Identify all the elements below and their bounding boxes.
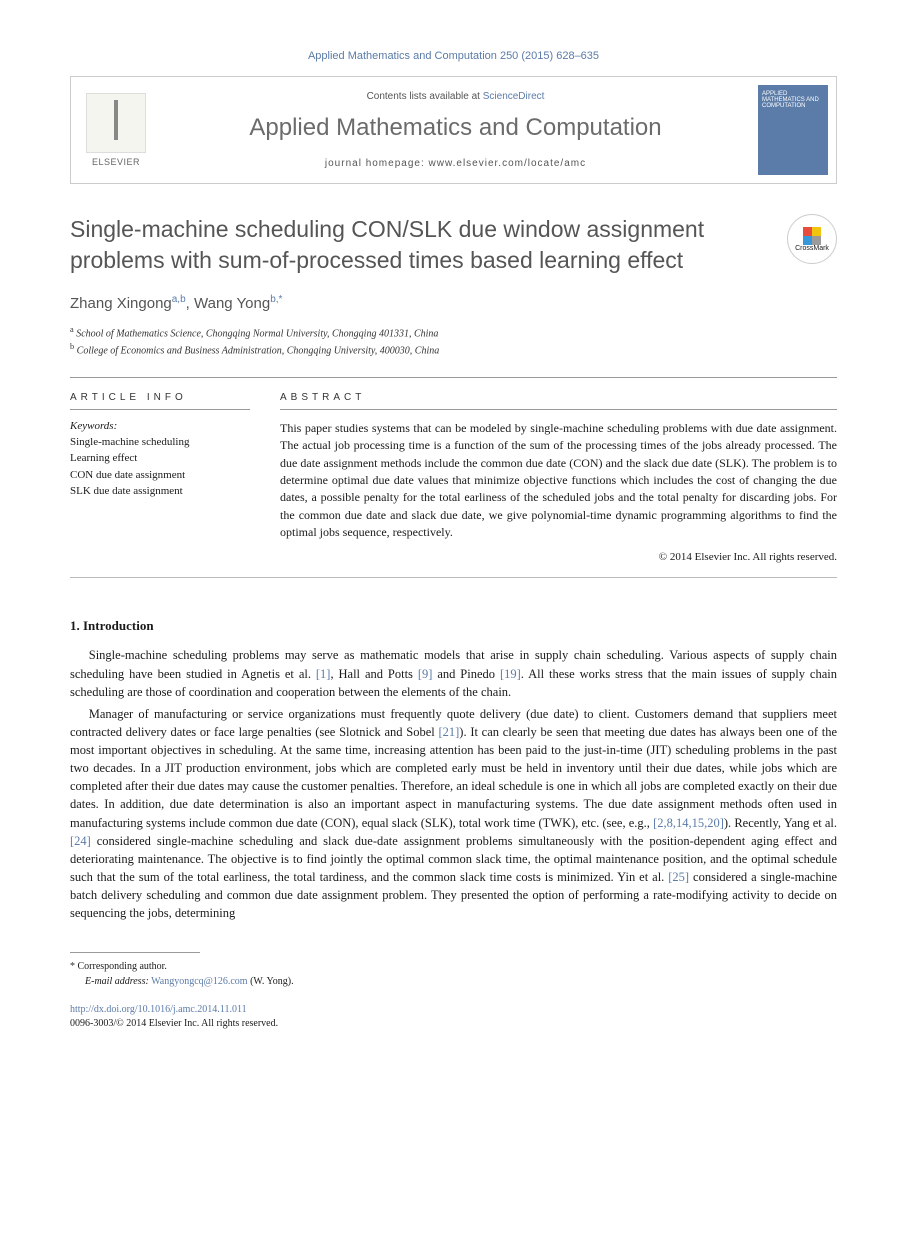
abstract-heading: ABSTRACT xyxy=(280,392,837,410)
email-link[interactable]: Wangyongcq@126.com xyxy=(151,976,247,987)
journal-header-center: Contents lists available at ScienceDirec… xyxy=(161,81,750,179)
journal-cover-thumbnail: APPLIED MATHEMATICS AND COMPUTATION xyxy=(758,85,828,175)
footer-doi-block: http://dx.doi.org/10.1016/j.amc.2014.11.… xyxy=(70,1003,837,1031)
p1-text-c: and Pinedo xyxy=(432,667,500,681)
keyword-item: Single-machine scheduling xyxy=(70,434,250,451)
issn-copyright: 0096-3003/© 2014 Elsevier Inc. All right… xyxy=(70,1018,278,1029)
p2-text-b: ). It can clearly be seen that meeting d… xyxy=(70,725,837,830)
keyword-item: Learning effect xyxy=(70,450,250,467)
article-info-heading: ARTICLE INFO xyxy=(70,392,250,410)
star-icon: * xyxy=(70,961,78,972)
ref-link-9[interactable]: [9] xyxy=(418,667,433,681)
crossmark-label: CrossMark xyxy=(795,245,829,252)
sciencedirect-link[interactable]: ScienceDirect xyxy=(483,91,545,102)
abstract-column: ABSTRACT This paper studies systems that… xyxy=(280,392,837,564)
journal-header-box: ELSEVIER Contents lists available at Sci… xyxy=(70,76,837,184)
cm-q3 xyxy=(803,236,812,245)
divider-bottom xyxy=(70,577,837,578)
divider-top xyxy=(70,377,837,378)
keywords-label: Keywords: xyxy=(70,420,250,432)
author-1-aff: a,b xyxy=(172,294,186,305)
footer-separator xyxy=(70,952,200,953)
ref-link-19[interactable]: [19] xyxy=(500,667,521,681)
corresponding-author-block: * Corresponding author. E-mail address: … xyxy=(70,959,837,989)
email-suffix: (W. Yong). xyxy=(248,976,294,987)
article-info-column: ARTICLE INFO Keywords: Single-machine sc… xyxy=(70,392,250,564)
journal-title: Applied Mathematics and Computation xyxy=(161,114,750,142)
corresponding-star: * xyxy=(279,294,283,305)
cm-q4 xyxy=(812,236,821,245)
intro-p1: Single-machine scheduling problems may s… xyxy=(70,646,837,700)
cm-q2 xyxy=(812,227,821,236)
journal-homepage: journal homepage: www.elsevier.com/locat… xyxy=(161,158,750,169)
publisher-name: ELSEVIER xyxy=(92,157,140,167)
affiliation-a: a School of Mathematics Science, Chongqi… xyxy=(70,324,837,341)
intro-body: Single-machine scheduling problems may s… xyxy=(70,646,837,922)
intro-heading: 1. Introduction xyxy=(70,618,837,634)
keyword-item: SLK due date assignment xyxy=(70,483,250,500)
corr-label: Corresponding author. xyxy=(78,961,167,972)
crossmark-icon xyxy=(803,227,821,245)
abstract-text: This paper studies systems that can be m… xyxy=(280,420,837,542)
header-citation: Applied Mathematics and Computation 250 … xyxy=(70,50,837,62)
keywords-list: Single-machine scheduling Learning effec… xyxy=(70,434,250,500)
doi-link[interactable]: http://dx.doi.org/10.1016/j.amc.2014.11.… xyxy=(70,1004,247,1015)
author-2-aff: b, xyxy=(270,294,278,305)
elsevier-tree-icon xyxy=(86,93,146,153)
affiliations: a School of Mathematics Science, Chongqi… xyxy=(70,324,837,359)
crossmark-badge[interactable]: CrossMark xyxy=(787,214,837,264)
ref-link-group[interactable]: [2,8,14,15,20] xyxy=(653,816,724,830)
ref-link-24[interactable]: [24] xyxy=(70,834,91,848)
ref-link-1[interactable]: [1] xyxy=(316,667,331,681)
intro-p2: Manager of manufacturing or service orga… xyxy=(70,705,837,923)
email-label: E-mail address: xyxy=(85,976,149,987)
article-title: Single-machine scheduling CON/SLK due wi… xyxy=(70,214,767,276)
author-sep: , xyxy=(186,295,194,312)
p1-text-b: , Hall and Potts xyxy=(330,667,417,681)
ref-link-25[interactable]: [25] xyxy=(668,870,689,884)
authors-line: Zhang Xingonga,b, Wang Yongb,* xyxy=(70,294,837,312)
abstract-copyright: © 2014 Elsevier Inc. All rights reserved… xyxy=(280,551,837,563)
contents-line: Contents lists available at ScienceDirec… xyxy=(161,91,750,102)
affiliation-b-text: College of Economics and Business Admini… xyxy=(77,346,440,357)
keyword-item: CON due date assignment xyxy=(70,467,250,484)
ref-link-21[interactable]: [21] xyxy=(438,725,459,739)
p2-text-c: ). Recently, Yang et al. xyxy=(724,816,837,830)
contents-prefix: Contents lists available at xyxy=(367,91,483,102)
affiliation-a-text: School of Mathematics Science, Chongqing… xyxy=(76,328,438,339)
author-1: Zhang Xingong xyxy=(70,295,172,312)
author-2: Wang Yong xyxy=(194,295,270,312)
elsevier-logo: ELSEVIER xyxy=(71,80,161,180)
cm-q1 xyxy=(803,227,812,236)
affiliation-b: b College of Economics and Business Admi… xyxy=(70,341,837,358)
